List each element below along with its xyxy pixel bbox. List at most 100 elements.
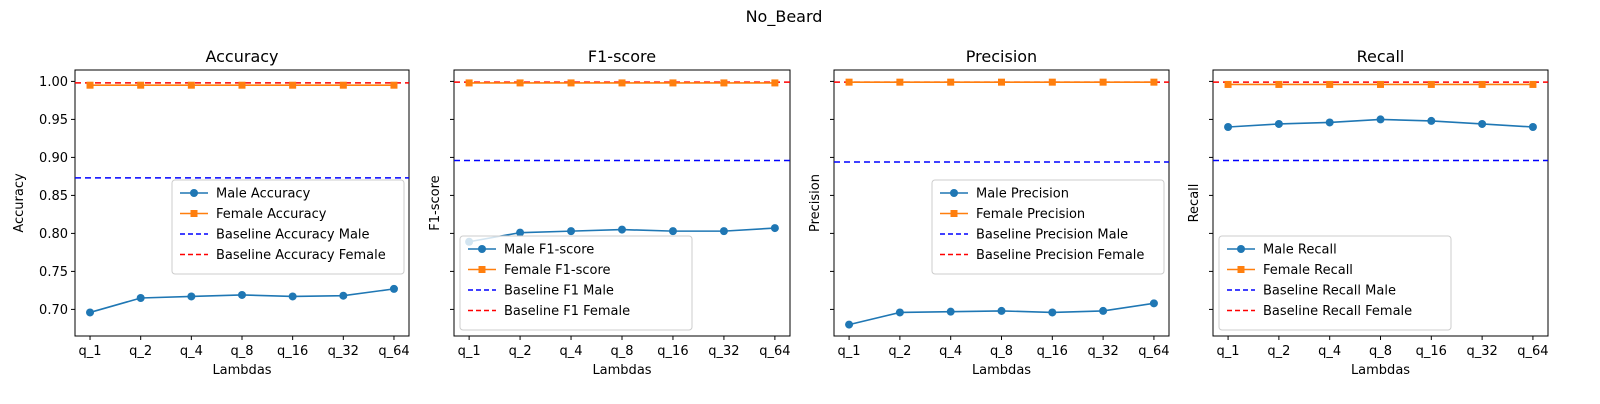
data-point [1099, 78, 1107, 86]
legend-marker [950, 210, 958, 217]
y-tick-label: 0.85 [39, 189, 68, 204]
x-axis-label: Lambdas [1351, 363, 1410, 378]
legend-marker [478, 266, 486, 273]
legend-label: Baseline F1 Female [504, 304, 630, 319]
x-tick-label: q_4 [1318, 344, 1341, 359]
x-tick-label: q_16 [657, 344, 688, 359]
legend-item: Male Precision [940, 187, 1069, 202]
x-tick-label: q_16 [1416, 344, 1447, 359]
data-point [1478, 80, 1486, 88]
data-point [1099, 306, 1108, 315]
legend-label: Baseline Recall Female [1263, 304, 1412, 319]
legend: Male F1-score Female F1-score Baseline F1 … [459, 235, 693, 331]
x-tick-label: q_64 [1517, 344, 1548, 359]
data-point [288, 292, 297, 301]
legend-marker [478, 245, 486, 253]
subplot-recall: Recall q_1 q_2 q_4 q_8 q_16 q_32 q_64 Lambdas Rec… [1187, 47, 1549, 378]
legend-item: Female Accuracy [180, 207, 327, 222]
y-tick-label: 0.75 [39, 265, 68, 280]
x-tick-label: q_64 [378, 344, 409, 359]
legend-item: Female F1-score [468, 263, 611, 278]
data-point [86, 308, 95, 317]
data-point [895, 308, 904, 317]
legend-label: Baseline Precision Female [976, 248, 1144, 263]
data-point [136, 294, 145, 302]
x-tick-label: q_4 [939, 344, 962, 359]
legend-label: Baseline Accuracy Female [216, 248, 386, 263]
data-point [896, 78, 904, 86]
x-axis-label: Lambdas [972, 363, 1031, 378]
x-tick-label: q_8 [990, 344, 1013, 359]
data-point [1427, 116, 1436, 125]
x-tick-label: q_1 [79, 344, 102, 359]
x-axis-label: Lambdas [592, 363, 651, 378]
x-tick-label: q_8 [230, 344, 253, 359]
y-tick-label: 0.80 [39, 227, 68, 242]
subplot-title: Precision [966, 47, 1037, 66]
data-point [947, 78, 955, 86]
data-point [845, 78, 853, 86]
legend-label: Female Precision [976, 207, 1085, 222]
y-tick-label: 0.95 [39, 113, 68, 128]
data-point [238, 81, 246, 89]
y-tick-label: 0.90 [39, 151, 68, 166]
legend: Male Accuracy Female Accuracy Baseline Acc… [171, 179, 405, 275]
data-point [1224, 80, 1232, 88]
data-point [1275, 80, 1283, 88]
data-point [1048, 78, 1056, 86]
x-tick-label: q_8 [610, 344, 633, 359]
legend-item: Male Recall [1227, 243, 1337, 258]
data-point [339, 81, 347, 89]
legend-label: Male Accuracy [216, 187, 311, 202]
data-point [86, 81, 94, 89]
data-point [618, 79, 626, 87]
x-tick-label: q_2 [129, 344, 152, 359]
legend-box [1218, 235, 1452, 331]
data-point [389, 284, 398, 293]
legend-item: Female Precision [940, 207, 1085, 222]
x-tick-label: q_32 [328, 344, 359, 359]
legend-item: Baseline Precision Male [940, 228, 1128, 243]
subplot-title: Recall [1357, 47, 1405, 66]
legend-label: Male Precision [976, 187, 1069, 202]
data-point [770, 224, 779, 233]
x-tick-label: q_2 [888, 344, 911, 359]
x-tick-label: q_16 [1037, 344, 1068, 359]
legend-item: Baseline Accuracy Male [180, 228, 370, 243]
x-tick-label: q_4 [560, 344, 583, 359]
legend-item: Baseline Accuracy Female [180, 248, 386, 263]
legend-item: Baseline Precision Female [940, 248, 1144, 263]
data-point [238, 290, 246, 299]
subplot-f1-score: F1-score q_1 q_2 q_4 q_8 q_16 q_32 q_64 Lambdas F… [428, 47, 791, 378]
x-tick-label: q_16 [277, 344, 308, 359]
legend-item: Baseline Recall Female [1227, 304, 1412, 319]
data-point [567, 227, 576, 236]
legend-box [459, 235, 693, 331]
data-point [1478, 119, 1487, 128]
y-axis-label: F1-score [428, 175, 443, 230]
x-tick-label: q_32 [1466, 344, 1497, 359]
legend-marker [190, 210, 198, 217]
legend-box [931, 179, 1165, 275]
legend: Male Recall Female Recall Baseline Recall … [1218, 235, 1452, 331]
x-tick-label: q_32 [708, 344, 739, 359]
data-point [1377, 80, 1384, 88]
data-point [1326, 80, 1334, 88]
data-point [998, 78, 1005, 86]
legend-item: Female Recall [1227, 263, 1353, 278]
x-tick-label: q_1 [458, 344, 481, 359]
data-point [1224, 123, 1233, 131]
legend-item: Baseline Recall Male [1227, 284, 1396, 299]
legend-item: Male Accuracy [180, 187, 311, 202]
legend-marker [950, 189, 958, 197]
y-axis-label: Accuracy [12, 173, 27, 233]
legend-label: Baseline Precision Male [976, 228, 1128, 243]
subplot-accuracy: Accuracy 0.70 0.75 0.80 0.85 0.90 0.95 1.00 q_1 q… [12, 47, 410, 378]
legend-marker [1237, 245, 1245, 253]
data-point [465, 79, 473, 87]
data-point [187, 292, 196, 301]
legend-label: Female Accuracy [216, 207, 327, 222]
legend-item: Male F1-score [468, 243, 594, 258]
x-tick-label: q_2 [509, 344, 532, 359]
